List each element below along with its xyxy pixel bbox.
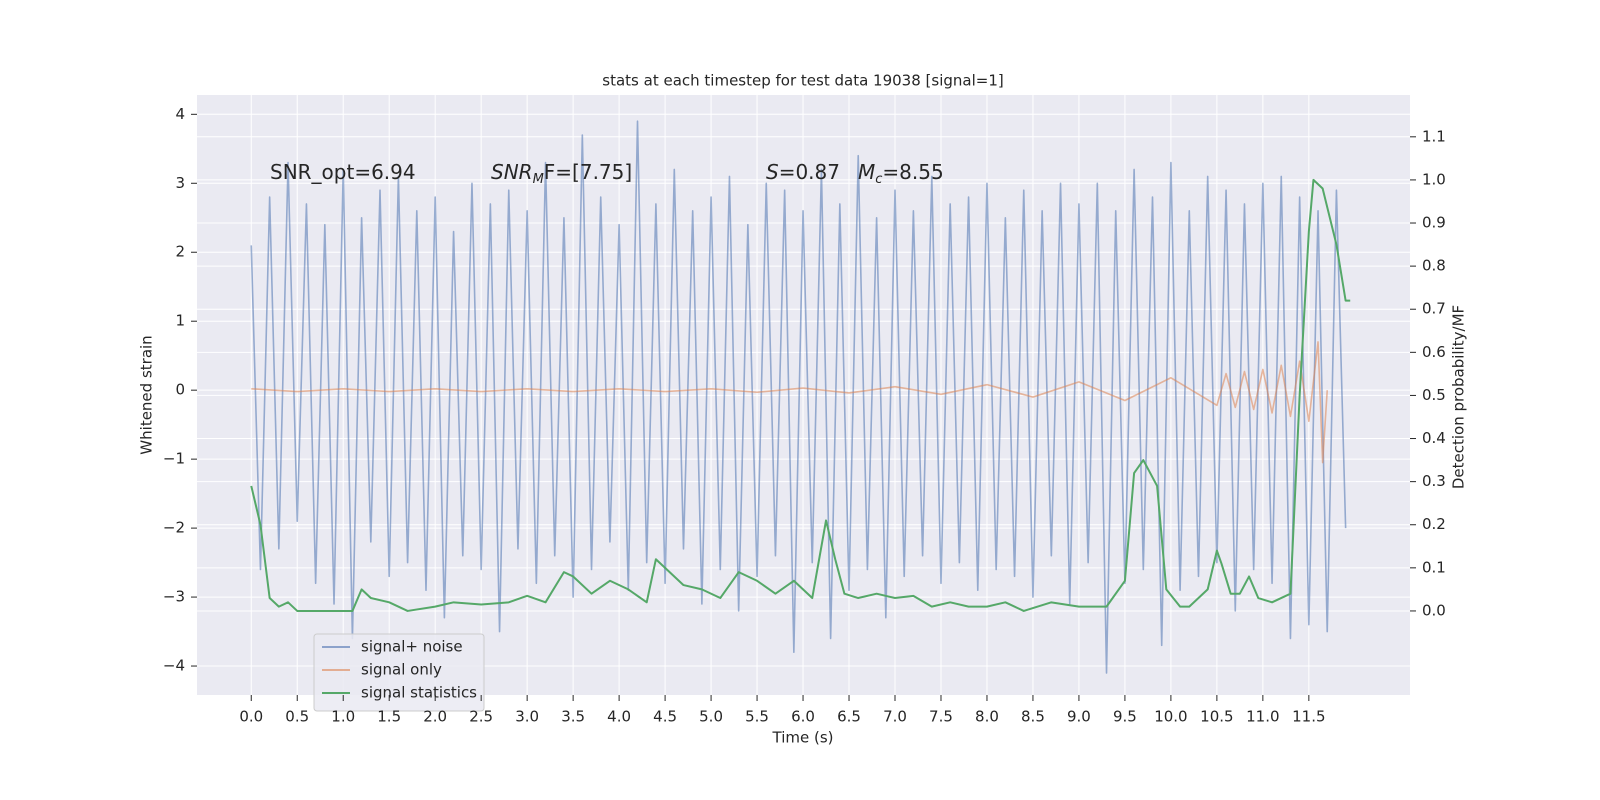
- legend-label: signal statistics: [361, 684, 477, 702]
- chart-title: stats at each timestep for test data 190…: [602, 72, 1003, 90]
- series-line: [250, 178, 1351, 612]
- x-tick-label: 3.0: [515, 708, 539, 726]
- annotation: Mc=8.55: [858, 160, 944, 187]
- x-tick-label: 5.5: [745, 708, 769, 726]
- legend-label: signal+ noise: [361, 638, 463, 656]
- annotation-text: SNR: [491, 160, 533, 184]
- x-tick-label: 7.0: [883, 708, 907, 726]
- x-tick-label: 7.5: [929, 708, 953, 726]
- y-tick-label: 4: [175, 105, 185, 123]
- y2-tick-label: 0.8: [1422, 257, 1446, 275]
- legend-label: signal only: [361, 661, 442, 679]
- series-line: [251, 341, 1329, 464]
- y-tick-label: 0: [175, 381, 185, 399]
- y-tick-label: −3: [163, 588, 185, 606]
- x-tick-label: 5.0: [699, 708, 723, 726]
- x-tick-label: 4.5: [653, 708, 677, 726]
- y2-tick-label: 0.6: [1422, 343, 1446, 361]
- annotation: SNR_opt=6.94: [270, 160, 416, 184]
- y2-tick-label: 0.5: [1422, 386, 1446, 404]
- y2-axis-label: Detection probability/MF: [1450, 305, 1468, 489]
- x-tick-label: 10.0: [1154, 708, 1187, 726]
- y2-tick-label: 0.9: [1422, 214, 1446, 232]
- x-tick-label: 11.5: [1292, 708, 1325, 726]
- annotation-text: =8.55: [882, 160, 943, 184]
- x-tick-label: 6.5: [837, 708, 861, 726]
- annotation: SNRMF=[7.75]: [491, 160, 632, 187]
- x-tick-label: 0.0: [239, 708, 263, 726]
- legend-box: [313, 633, 485, 712]
- x-axis-label: Time (s): [772, 729, 834, 747]
- y-tick-label: −4: [163, 657, 185, 675]
- y2-tick-label: 1.1: [1422, 127, 1446, 145]
- y2-tick-label: 0.7: [1422, 300, 1446, 318]
- x-tick-label: 2.0: [423, 708, 447, 726]
- x-tick-label: 9.5: [1113, 708, 1137, 726]
- y2-tick-label: 0.3: [1422, 472, 1446, 490]
- x-tick-label: 2.5: [469, 708, 493, 726]
- x-tick-label: 0.5: [285, 708, 309, 726]
- annotation-text: M: [858, 160, 875, 184]
- annotation-text: SNR_opt=6.94: [270, 160, 416, 184]
- x-tick-label: 8.0: [975, 708, 999, 726]
- x-tick-label: 6.0: [791, 708, 815, 726]
- x-tick-label: 8.5: [1021, 708, 1045, 726]
- y2-tick-label: 1.0: [1422, 170, 1446, 188]
- x-tick-label: 1.5: [377, 708, 401, 726]
- annotation-subscript: M: [533, 172, 544, 187]
- y2-tick-label: 0.2: [1422, 515, 1446, 533]
- x-tick-label: 10.5: [1200, 708, 1233, 726]
- x-tick-label: 11.0: [1246, 708, 1279, 726]
- y-tick-label: −1: [163, 450, 185, 468]
- x-tick-label: 4.0: [607, 708, 631, 726]
- y-tick-label: 1: [175, 312, 185, 330]
- y-tick-label: −2: [163, 519, 185, 537]
- y-axis-label: Whitened strain: [138, 335, 156, 454]
- annotation-subscript: c: [875, 172, 882, 187]
- y2-tick-label: 0.4: [1422, 429, 1446, 447]
- annotation-text: S: [766, 160, 779, 184]
- x-tick-label: 3.5: [561, 708, 585, 726]
- annotation-text: F=[7.75]: [544, 160, 632, 184]
- y-tick-label: 2: [175, 243, 185, 261]
- y2-tick-label: 0.0: [1422, 601, 1446, 619]
- y2-tick-label: 0.1: [1422, 558, 1446, 576]
- x-tick-label: 1.0: [331, 708, 355, 726]
- x-tick-label: 9.0: [1067, 708, 1091, 726]
- annotation: S=0.87: [766, 160, 840, 184]
- annotation-text: =0.87: [779, 160, 840, 184]
- y-tick-label: 3: [175, 174, 185, 192]
